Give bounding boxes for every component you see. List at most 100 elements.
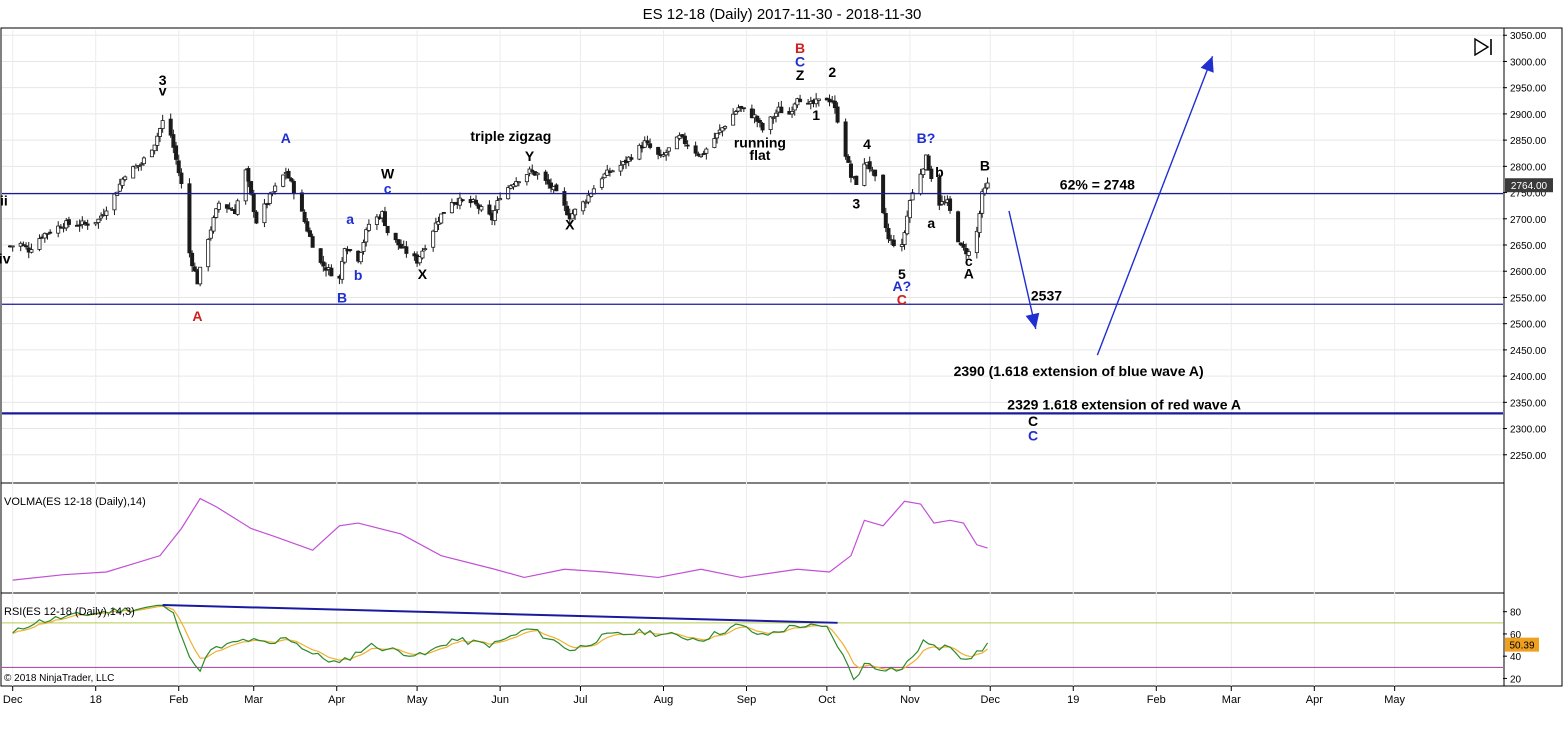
candle-body (985, 182, 990, 189)
projection-arrow-line (1008, 210, 1037, 330)
candle-body (637, 144, 642, 160)
wave-label: a (346, 211, 354, 227)
wave-label: 2390 (1.618 extension of blue wave A) (954, 363, 1204, 379)
candle-body (133, 165, 138, 169)
candle-body (66, 219, 71, 225)
candle-body (798, 98, 803, 103)
candle-body (24, 245, 29, 248)
candle-body (152, 144, 157, 152)
wave-label: B? (917, 130, 936, 146)
wave-label: W (381, 165, 395, 181)
candle-body (535, 172, 540, 176)
candle-body (251, 193, 256, 213)
x-tick-label: Dec (3, 694, 23, 706)
candle-body (85, 223, 90, 226)
wave-label: flat (749, 147, 770, 163)
candle-body (516, 181, 521, 184)
candle-body (610, 170, 615, 173)
candle-body (685, 144, 690, 147)
candle-body (543, 171, 548, 181)
candle-body (37, 238, 42, 250)
candle-body (682, 135, 687, 145)
candle-body (674, 136, 679, 150)
candle-body (739, 106, 744, 109)
rsi-tick-label: 60 (1510, 630, 1522, 641)
candle-body (599, 178, 604, 188)
last-price-badge (1505, 178, 1553, 193)
candle-body (956, 211, 961, 243)
candle-body (192, 266, 197, 272)
candle-body (289, 178, 294, 182)
level-label: 2537 (1031, 287, 1062, 303)
wave-label: Y (525, 148, 535, 164)
candle-body (93, 221, 98, 225)
candle-body (265, 203, 270, 206)
candle-body (792, 103, 797, 111)
candle-body (832, 100, 837, 109)
candle-body (321, 261, 326, 267)
candle-body (149, 149, 154, 158)
candle-body (374, 216, 379, 225)
candle-body (171, 134, 176, 148)
candle-body (948, 198, 953, 211)
candle-body (867, 161, 872, 170)
level-label: 62% = 2748 (1060, 177, 1135, 193)
volma-panel-title: VOLMA(ES 12-18 (Daily),14) (4, 496, 146, 508)
candle-body (136, 165, 141, 167)
candle-body (883, 212, 888, 229)
candle-body (174, 145, 179, 160)
candle-body (773, 112, 778, 117)
candle-body (514, 181, 519, 187)
price-tick-label: 3050.00 (1510, 31, 1547, 42)
skip-to-end-icon[interactable] (1472, 37, 1494, 57)
x-tick-label: May (1384, 694, 1405, 706)
candle-body (302, 211, 307, 223)
wave-label: b (935, 164, 944, 180)
rsi-tick-label: 20 (1510, 674, 1522, 685)
candle-body (666, 147, 671, 152)
candle-body (977, 213, 982, 233)
candle-body (583, 201, 588, 204)
wave-label: A (281, 130, 291, 146)
candle-body (562, 191, 567, 206)
volma-panel-frame (0, 482, 1505, 594)
candle-body (117, 183, 122, 192)
candle-body (254, 211, 259, 224)
candle-body (755, 115, 760, 122)
candle-body (862, 163, 867, 186)
candle-body (586, 194, 591, 203)
candle-body (417, 256, 422, 264)
candle-body (318, 248, 323, 263)
price-tick-label: 2550.00 (1510, 293, 1547, 304)
wave-label: c (384, 181, 392, 197)
candle-body (348, 249, 353, 251)
price-tick-label: 2450.00 (1510, 346, 1547, 357)
candle-body (749, 108, 754, 119)
volma-line (12, 497, 988, 581)
candle-body (249, 181, 254, 195)
wave-label: b (354, 267, 363, 283)
price-tick-label: 2250.00 (1510, 451, 1547, 462)
candle-body (227, 207, 232, 210)
candle-body (82, 221, 87, 225)
x-tick-label: 19 (1067, 694, 1079, 706)
candle-body (112, 193, 117, 211)
wave-label: C (1028, 428, 1038, 444)
x-tick-label: Feb (169, 694, 188, 706)
candle-body (664, 152, 669, 156)
candle-body (565, 205, 570, 216)
rsi-tick-label: 40 (1510, 652, 1522, 663)
candle-body (723, 126, 728, 129)
candle-body (131, 166, 136, 179)
candle-body (733, 111, 738, 115)
projection-arrow-head (1025, 312, 1040, 329)
candle-body (921, 168, 926, 176)
wave-label: X (565, 216, 575, 232)
candle-body (760, 122, 765, 131)
copyright-text: © 2018 NinjaTrader, LLC (4, 673, 114, 684)
candle-body (48, 231, 53, 234)
candle-body (479, 206, 484, 211)
candle-body (661, 154, 666, 157)
wave-label: C (1028, 413, 1038, 429)
